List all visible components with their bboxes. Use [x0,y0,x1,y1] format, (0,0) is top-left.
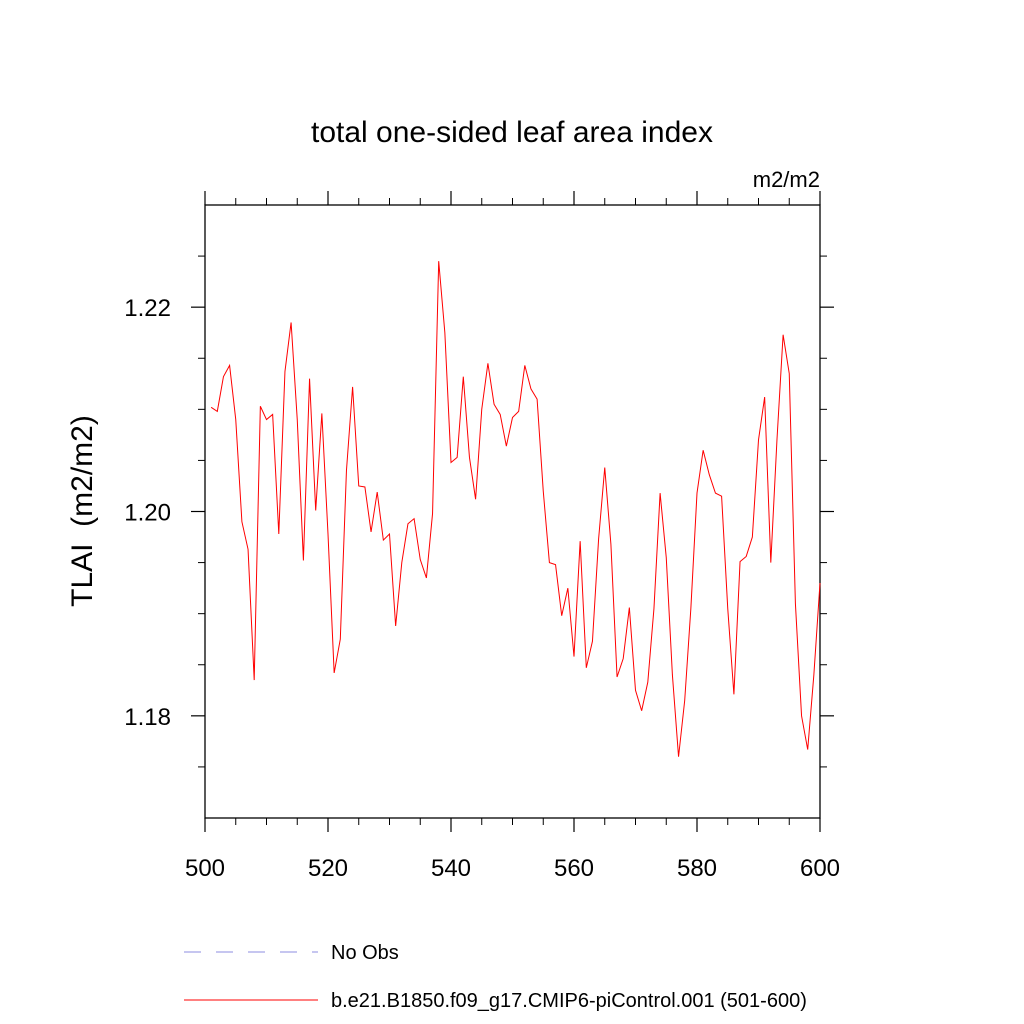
plot-area [204,204,821,819]
x-tick-label: 600 [800,855,840,882]
plot-frame [204,204,821,819]
series-line [210,261,821,757]
y-tick-label: 1.20 [124,500,171,527]
x-tick-label: 540 [431,855,471,882]
x-tick-label: 500 [185,855,225,882]
legend-label: No Obs [331,942,399,964]
legend: No Obs b.e21.B1850.f09_g17.CMIP6-piContro… [184,942,807,1012]
x-tick-label: 560 [554,855,594,882]
axis-ticks [191,191,834,832]
y-tick-label: 1.18 [124,704,171,731]
chart-title: total one-sided leaf area index [311,116,713,149]
x-tick-label: 580 [677,855,717,882]
tick-labels: 500 520 540 560 580 600 1.18 1.20 1.22 [124,295,840,882]
x-tick-label: 520 [308,855,348,882]
y-axis-label: TLAI (m2/m2) [66,415,99,607]
series-layer [210,261,821,757]
y-tick-label: 1.22 [124,295,171,322]
units-label: m2/m2 [753,167,820,192]
legend-label: b.e21.B1850.f09_g17.CMIP6-piControl.001 … [331,990,807,1012]
